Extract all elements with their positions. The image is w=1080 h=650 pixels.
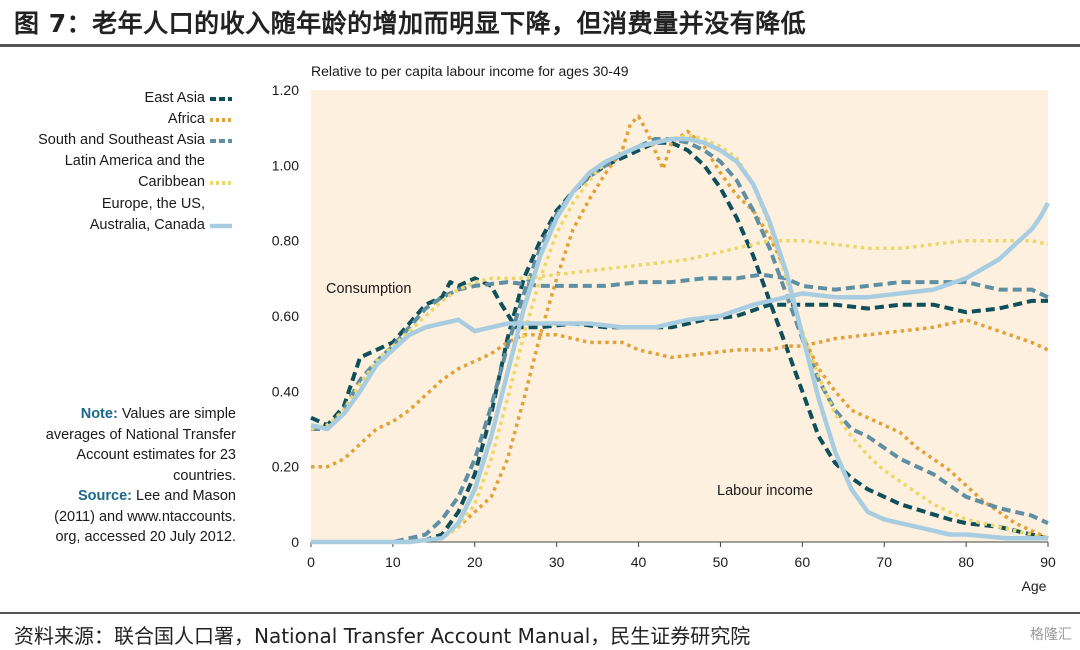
series-line-labour (311, 114, 1049, 544)
x-tick-label: 40 (631, 554, 647, 570)
y-tick-label: 1.00 (272, 157, 299, 173)
source-label: Source: (78, 488, 132, 504)
source-text: Lee and Mason (2011) and www.ntaccounts.… (54, 488, 236, 545)
series-line-labour (311, 140, 1049, 544)
footer-divider (0, 612, 1080, 614)
legend-label: Latin America and the Caribbean (64, 153, 205, 190)
page-title: 图 7：老年人口的收入随年龄的增加而明显下降，但消费量并没有降低 (14, 9, 807, 38)
x-tick-label: 80 (958, 554, 974, 570)
legend-swatch (210, 223, 232, 229)
annotation-consumption: Consumption (326, 281, 411, 297)
watermark: 格隆汇 (1030, 627, 1072, 643)
note-label: Note: (80, 406, 118, 422)
x-tick-label: 0 (307, 554, 315, 570)
legend-item-east-asia: East Asia (145, 88, 232, 109)
chart-title: Relative to per capita labour income for… (311, 63, 629, 79)
series-line-labour (311, 133, 1049, 544)
y-tick-label: 0.20 (272, 459, 299, 475)
legend-swatch (210, 117, 232, 122)
legend-label: Europe, the US, Australia, Canada (89, 196, 205, 233)
legend-swatch (210, 181, 232, 185)
y-tick-label: 0.60 (272, 308, 299, 324)
series-line-consumption (310, 201, 1050, 432)
note-text: Values are simple averages of National T… (45, 406, 236, 484)
legend-item-latin-america: Latin America and the Caribbean (52, 151, 232, 193)
series-line-labour (311, 136, 1048, 545)
x-tick-label: 50 (713, 554, 729, 570)
x-axis-label: Age (1022, 578, 1047, 594)
x-tick-label: 60 (795, 554, 811, 570)
x-tick-label: 10 (385, 554, 401, 570)
legend-item-africa: Africa (168, 109, 232, 130)
source-note: 资料来源：联合国人口署，National Transfer Account Ma… (14, 624, 751, 648)
y-tick-label: 0.40 (272, 383, 299, 399)
x-tick-label: 20 (467, 554, 483, 570)
y-tick-label: 0.80 (272, 233, 299, 249)
series-line-consumption (311, 318, 1049, 469)
legend-label: East Asia (144, 90, 205, 106)
x-tick-label: 30 (549, 554, 565, 570)
legend-label: South and Southeast Asia (38, 132, 205, 148)
x-tick-label: 90 (1040, 554, 1056, 570)
plot-area (311, 90, 1048, 542)
legend-swatch (210, 138, 232, 143)
header-divider (0, 44, 1080, 47)
y-tick-label: 1.20 (272, 82, 299, 98)
x-tick-label: 70 (876, 554, 892, 570)
series-line-labour (311, 137, 1049, 544)
legend-swatch (210, 96, 232, 101)
legend-item-south-southeast-asia: South and Southeast Asia (38, 130, 232, 151)
series-line-consumption (310, 238, 1049, 431)
y-tick-label: 0 (291, 534, 299, 550)
legend-label: Africa (167, 111, 205, 127)
line-chart: Relative to per capita labour income for… (272, 63, 1056, 594)
chart-note: Note: Values are simple averages of Nati… (40, 404, 236, 548)
series-line-consumption (311, 272, 1049, 431)
legend-item-europe-us: Europe, the US, Australia, Canada (52, 194, 232, 236)
annotation-labour-income: Labour income (717, 483, 813, 499)
